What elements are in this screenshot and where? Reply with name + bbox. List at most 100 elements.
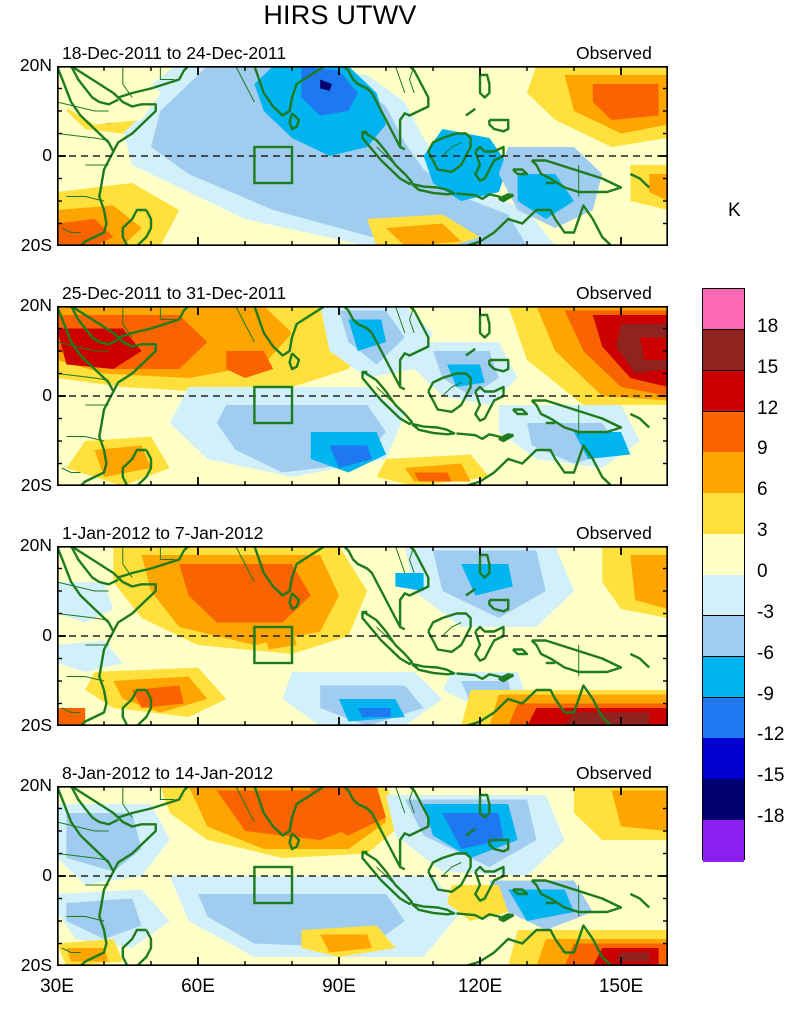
coastline xyxy=(334,786,406,871)
y-tick-label: 20N xyxy=(19,775,52,795)
coastline xyxy=(398,306,430,387)
y-tick-label: 0 xyxy=(42,385,52,405)
coastline xyxy=(117,66,190,99)
political-border xyxy=(159,306,175,320)
coastline xyxy=(488,118,510,133)
coastline xyxy=(427,612,472,653)
coastline xyxy=(456,192,514,200)
coastline xyxy=(57,786,115,966)
coastline xyxy=(57,306,115,486)
political-border xyxy=(66,196,105,202)
colorbar xyxy=(702,288,745,862)
coastline xyxy=(235,786,335,837)
colorbar-tick-label: -15 xyxy=(757,765,785,787)
coastline xyxy=(465,827,476,837)
panel-source-label-2: Observed xyxy=(576,283,652,303)
map-panel-2 xyxy=(57,306,668,486)
colorbar-band xyxy=(703,411,744,454)
analysis-region-box xyxy=(253,385,294,425)
coastline xyxy=(463,444,614,486)
colorbar-tick-label: 9 xyxy=(757,438,768,460)
coastline xyxy=(70,546,119,586)
coastline xyxy=(361,370,414,426)
coastline xyxy=(235,66,335,117)
political-border xyxy=(442,382,462,397)
contour-band xyxy=(57,219,114,246)
contour-band xyxy=(423,129,509,201)
map-panel-1 xyxy=(57,66,668,246)
contour-band xyxy=(508,889,574,921)
coastline xyxy=(530,159,623,194)
political-border xyxy=(442,142,462,157)
colorbar-band xyxy=(703,697,744,740)
colorbar-tick-label: 15 xyxy=(757,356,779,378)
coastline xyxy=(463,204,614,246)
political-border xyxy=(57,341,109,352)
political-border xyxy=(235,546,255,583)
political-border xyxy=(66,436,105,442)
coastline xyxy=(629,412,651,429)
political-border xyxy=(235,66,255,103)
colorbar-band xyxy=(703,452,744,494)
coastline xyxy=(629,892,651,909)
contour-band xyxy=(320,934,372,953)
political-border xyxy=(66,676,105,682)
colorbar-band xyxy=(703,656,744,699)
political-border xyxy=(66,916,105,922)
coastline xyxy=(121,688,153,726)
analysis-region-box xyxy=(253,865,294,905)
coastline xyxy=(488,598,510,613)
y-tick-label: 20S xyxy=(20,715,52,735)
political-border xyxy=(159,546,175,560)
contour-band xyxy=(263,627,297,650)
contour-band xyxy=(414,472,452,482)
coastline xyxy=(70,66,157,153)
coastline xyxy=(465,587,476,597)
y-tick-label: 20S xyxy=(20,475,52,495)
analysis-region-box xyxy=(253,145,294,185)
x-tick-label: 60E xyxy=(181,976,215,997)
coastline xyxy=(70,306,157,393)
colorbar-tick-label: 3 xyxy=(757,520,768,542)
coastline xyxy=(488,838,510,853)
political-border xyxy=(57,133,109,141)
y-tick-label: 0 xyxy=(42,865,52,885)
y-tick-label: 20N xyxy=(19,55,52,75)
map-panel-3 xyxy=(57,546,668,726)
contour-band xyxy=(66,948,109,962)
coastline xyxy=(463,684,614,726)
x-tick-label: 30E xyxy=(40,976,74,997)
coastline xyxy=(463,924,614,966)
colorbar-band xyxy=(703,820,744,862)
colorbar-tick-label: -9 xyxy=(757,683,774,705)
coastline xyxy=(512,168,529,176)
colorbar-unit-label: K xyxy=(728,200,741,221)
coastline xyxy=(334,546,406,631)
coastline xyxy=(498,193,515,203)
colorbar-tick-label: -3 xyxy=(757,601,774,623)
panel-date-range-3: 1-Jan-2012 to 7-Jan-2012 xyxy=(62,523,264,543)
coastline xyxy=(411,182,456,196)
colorbar-tick-label: 12 xyxy=(757,397,779,419)
tick-marks xyxy=(57,66,668,246)
coastline xyxy=(121,448,153,486)
contour-band xyxy=(57,66,161,125)
colorbar-tick-label: 18 xyxy=(757,315,779,337)
contour-band xyxy=(226,351,274,378)
colorbar-band xyxy=(703,493,744,535)
colorbar-band xyxy=(703,289,744,331)
coastline xyxy=(427,372,472,413)
x-tick-label: 120E xyxy=(457,976,503,997)
political-border xyxy=(159,786,175,800)
coastline xyxy=(361,610,414,666)
panel-date-range-1: 18-Dec-2011 to 24-Dec-2011 xyxy=(62,43,287,63)
contour-band xyxy=(357,708,391,717)
political-border xyxy=(394,546,406,574)
coastline xyxy=(478,73,491,99)
coastline xyxy=(361,130,414,186)
coastline xyxy=(411,902,456,916)
political-border xyxy=(57,821,109,832)
contour-band xyxy=(616,952,650,962)
coastline xyxy=(361,370,368,375)
colorbar-tick-label: -6 xyxy=(757,642,774,664)
